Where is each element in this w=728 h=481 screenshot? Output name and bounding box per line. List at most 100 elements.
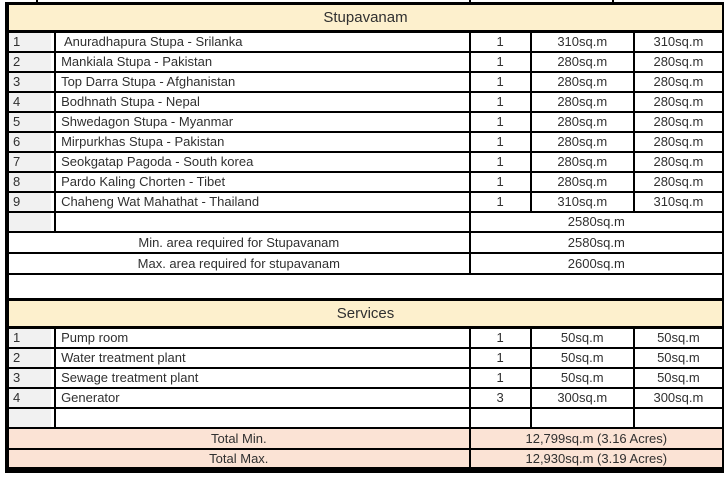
quantity-cell[interactable]: 1 xyxy=(468,150,532,173)
service-name-cell[interactable]: Sewage treatment plant xyxy=(54,366,471,389)
min-area-cell[interactable]: 310sq.m xyxy=(529,30,635,53)
table-row: 3 Top Darra Stupa - Afghanistan 1 280sq.… xyxy=(5,70,725,93)
quantity-cell[interactable]: 1 xyxy=(468,170,532,193)
service-name-cell[interactable]: Generator xyxy=(54,386,471,409)
quantity-cell[interactable]: 1 xyxy=(468,366,532,389)
min-area-value-cell[interactable]: 2580sq.m xyxy=(468,230,725,254)
empty-min-area-cell[interactable] xyxy=(529,406,635,429)
quantity-cell[interactable]: 1 xyxy=(468,30,532,53)
service-name-cell[interactable]: Pump room xyxy=(54,326,471,349)
min-area-cell[interactable]: 50sq.m xyxy=(529,366,635,389)
quantity-cell[interactable]: 1 xyxy=(468,346,532,369)
total-min-row: Total Min. 12,799sq.m (3.16 Acres) xyxy=(6,426,725,450)
table-row: 1 Pump room 1 50sq.m 50sq.m xyxy=(5,326,725,349)
empty-name-cell[interactable] xyxy=(54,406,471,429)
table-row: 9 Chaheng Wat Mahathat - Thailand 1 310s… xyxy=(5,190,725,213)
row-number-cell[interactable]: 1 xyxy=(5,326,57,349)
row-number-cell[interactable] xyxy=(5,406,57,429)
quantity-cell[interactable]: 1 xyxy=(468,90,532,113)
max-area-cell[interactable]: 280sq.m xyxy=(632,70,725,93)
row-number-cell[interactable]: 1 xyxy=(5,30,57,53)
row-number-cell[interactable]: 6 xyxy=(5,130,57,153)
max-area-cell[interactable]: 50sq.m xyxy=(632,346,725,369)
total-min-value-cell[interactable]: 12,799sq.m (3.16 Acres) xyxy=(468,426,725,450)
max-area-cell[interactable]: 300sq.m xyxy=(632,386,725,409)
min-area-label-cell[interactable]: Min. area required for Stupavanam xyxy=(6,230,471,254)
quantity-cell[interactable]: 1 xyxy=(468,110,532,133)
services-section-title[interactable]: Services xyxy=(6,298,724,329)
table-section-header: Stupavanam xyxy=(6,2,724,33)
row-number-cell[interactable]: 7 xyxy=(5,150,57,173)
quantity-cell[interactable]: 1 xyxy=(468,130,532,153)
row-number-cell[interactable]: 4 xyxy=(5,90,57,113)
total-min-label-cell[interactable]: Total Min. xyxy=(6,426,471,450)
quantity-cell[interactable]: 3 xyxy=(468,386,532,409)
total-max-label-cell[interactable]: Total Max. xyxy=(6,447,471,471)
stupa-name-cell[interactable]: Anuradhapura Stupa - Srilanka xyxy=(54,30,471,53)
grid-remnant-tick xyxy=(36,0,38,3)
max-area-cell[interactable]: 280sq.m xyxy=(632,50,725,73)
row-number-cell[interactable]: 3 xyxy=(5,70,57,93)
stupa-name-cell[interactable]: Seokgatap Pagoda - South korea xyxy=(54,150,471,173)
table-row: 4 Generator 3 300sq.m 300sq.m xyxy=(5,386,725,409)
stupavanam-section-title[interactable]: Stupavanam xyxy=(6,2,724,33)
min-area-cell[interactable]: 280sq.m xyxy=(529,170,635,193)
stupa-name-cell[interactable]: Mankiala Stupa - Pakistan xyxy=(54,50,471,73)
min-area-cell[interactable]: 280sq.m xyxy=(529,110,635,133)
stupa-name-cell[interactable]: Shwedagon Stupa - Myanmar xyxy=(54,110,471,133)
table-row: 8 Pardo Kaling Chorten - Tibet 1 280sq.m… xyxy=(5,170,725,193)
min-area-cell[interactable]: 280sq.m xyxy=(529,150,635,173)
quantity-cell[interactable]: 1 xyxy=(468,70,532,93)
area-statement-table: Stupavanam 1 Anuradhapura Stupa - Srilan… xyxy=(5,2,725,473)
table-row: 7 Seokgatap Pagoda - South korea 1 280sq… xyxy=(5,150,725,173)
row-number-cell[interactable]: 2 xyxy=(5,346,57,369)
stupa-name-cell[interactable]: Pardo Kaling Chorten - Tibet xyxy=(54,170,471,193)
max-area-cell[interactable]: 50sq.m xyxy=(632,366,725,389)
table-row: 2 Water treatment plant 1 50sq.m 50sq.m xyxy=(5,346,725,369)
row-number-cell[interactable] xyxy=(5,210,57,233)
quantity-cell[interactable]: 1 xyxy=(468,326,532,349)
min-area-cell[interactable]: 280sq.m xyxy=(529,50,635,73)
service-name-cell[interactable]: Water treatment plant xyxy=(54,346,471,369)
subtotal-row: 2580sq.m xyxy=(5,210,725,233)
empty-name-cell[interactable] xyxy=(54,210,471,233)
table-section-header: Services xyxy=(6,298,724,329)
max-area-cell[interactable]: 310sq.m xyxy=(632,30,725,53)
stupavanam-subtotal-cell[interactable]: 2580sq.m xyxy=(468,210,725,233)
quantity-cell[interactable]: 1 xyxy=(468,190,532,213)
min-area-cell[interactable]: 280sq.m xyxy=(529,70,635,93)
max-area-cell[interactable]: 280sq.m xyxy=(632,130,725,153)
min-area-cell[interactable]: 280sq.m xyxy=(529,90,635,113)
row-number-cell[interactable]: 3 xyxy=(5,366,57,389)
max-area-value-cell[interactable]: 2600sq.m xyxy=(468,251,725,275)
max-area-cell[interactable]: 280sq.m xyxy=(632,110,725,133)
max-area-cell[interactable]: 310sq.m xyxy=(632,190,725,213)
stupa-name-cell[interactable]: Mirpurkhas Stupa - Pakistan xyxy=(54,130,471,153)
min-area-cell[interactable]: 310sq.m xyxy=(529,190,635,213)
spacer-row xyxy=(7,272,723,301)
min-area-cell[interactable]: 300sq.m xyxy=(529,386,635,409)
min-area-cell[interactable]: 50sq.m xyxy=(529,326,635,349)
empty-max-area-cell[interactable] xyxy=(632,406,725,429)
table-row: 2 Mankiala Stupa - Pakistan 1 280sq.m 28… xyxy=(5,50,725,73)
min-area-cell[interactable]: 280sq.m xyxy=(529,130,635,153)
stupa-name-cell[interactable]: Bodhnath Stupa - Nepal xyxy=(54,90,471,113)
max-area-cell[interactable]: 280sq.m xyxy=(632,170,725,193)
quantity-cell[interactable]: 1 xyxy=(468,50,532,73)
stupa-name-cell[interactable]: Top Darra Stupa - Afghanistan xyxy=(54,70,471,93)
stupa-name-cell[interactable]: Chaheng Wat Mahathat - Thailand xyxy=(54,190,471,213)
row-number-cell[interactable]: 9 xyxy=(5,190,57,213)
row-number-cell[interactable]: 5 xyxy=(5,110,57,133)
max-area-cell[interactable]: 50sq.m xyxy=(632,326,725,349)
max-area-cell[interactable]: 280sq.m xyxy=(632,150,725,173)
row-number-cell[interactable]: 4 xyxy=(5,386,57,409)
empty-quantity-cell[interactable] xyxy=(468,406,532,429)
table-row: 1 Anuradhapura Stupa - Srilanka 1 310sq.… xyxy=(5,30,725,53)
max-area-cell[interactable]: 280sq.m xyxy=(632,90,725,113)
row-number-cell[interactable]: 2 xyxy=(5,50,57,73)
max-area-label-cell[interactable]: Max. area required for stupavanam xyxy=(6,251,471,275)
total-max-value-cell[interactable]: 12,930sq.m (3.19 Acres) xyxy=(468,447,725,471)
min-area-cell[interactable]: 50sq.m xyxy=(529,346,635,369)
row-number-cell[interactable]: 8 xyxy=(5,170,57,193)
empty-spacer-cell[interactable] xyxy=(7,272,723,301)
